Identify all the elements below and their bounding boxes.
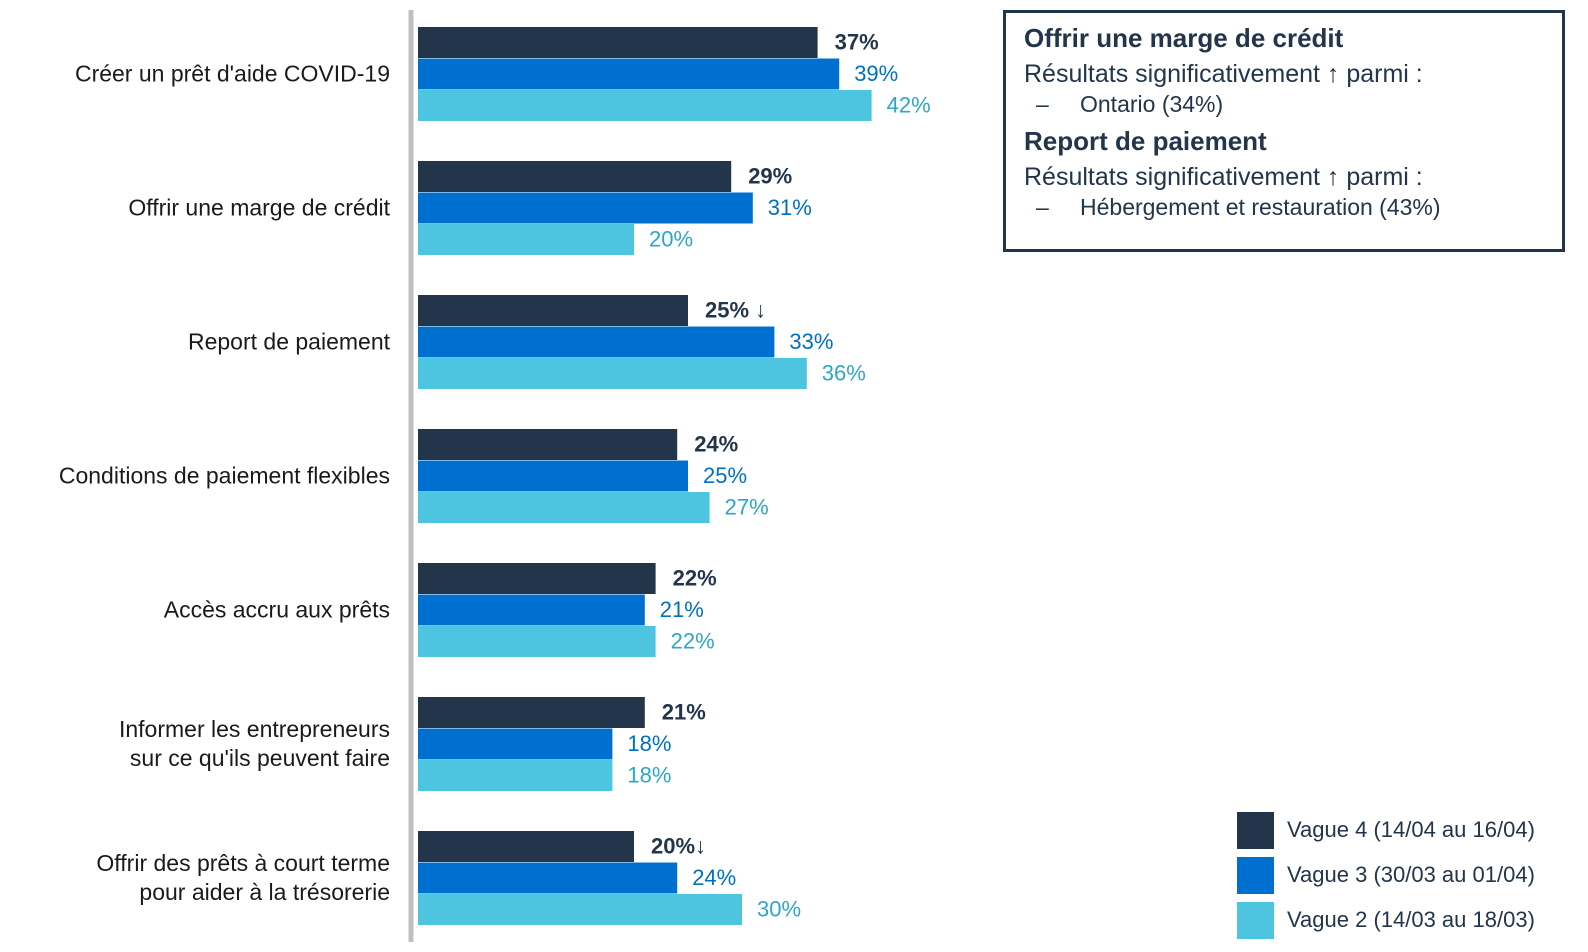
category-label: Conditions de paiement flexibles: [58, 462, 390, 489]
bar: [418, 224, 634, 255]
bar: [418, 831, 634, 862]
value-label: 18%: [627, 763, 671, 788]
category-label: Informer les entrepreneurs sur ce qu'ils…: [118, 716, 390, 772]
legend-label: Vague 4 (14/04 au 16/04): [1287, 817, 1535, 842]
category-label: Accès accru aux prêts: [163, 596, 390, 623]
value-label: 22%: [671, 629, 715, 654]
value-label: 39%: [854, 61, 898, 86]
note-item: Hébergement et restauration (43%): [1036, 194, 1562, 221]
value-label: 21%: [662, 700, 706, 725]
value-label: 20%↓: [651, 834, 706, 859]
bar: [418, 295, 688, 326]
note-subtitle: Résultats significativement ↑ parmi :: [1024, 163, 1423, 191]
bar: [418, 90, 872, 121]
bar: [418, 563, 656, 594]
bar: [418, 594, 645, 626]
category-label: Offrir une marge de crédit: [128, 194, 390, 221]
value-label: 27%: [725, 495, 769, 520]
value-label: 21%: [660, 597, 704, 622]
value-label: 25% ↓: [705, 298, 766, 323]
bar: [418, 326, 775, 358]
note-subtitle: Résultats significativement ↑ parmi :: [1024, 60, 1423, 88]
value-label: 33%: [789, 329, 833, 354]
value-label: 29%: [748, 164, 792, 189]
value-label: 20%: [649, 227, 693, 252]
category-label: Report de paiement: [187, 328, 390, 355]
bar: [418, 894, 742, 925]
bar: [418, 58, 840, 90]
bar: [418, 728, 613, 760]
value-label: 18%: [627, 731, 671, 756]
legend-label: Vague 2 (14/03 au 18/03): [1287, 907, 1535, 932]
bar: [418, 192, 753, 224]
legend-swatch: [1237, 857, 1274, 894]
bar: [418, 697, 645, 728]
legend-swatch: [1237, 902, 1274, 939]
value-label: 22%: [673, 566, 717, 591]
bar: [418, 358, 807, 389]
note-item: Ontario (34%): [1036, 91, 1562, 118]
bar: [418, 626, 656, 657]
bar: [418, 492, 710, 523]
legend-swatch: [1237, 812, 1274, 849]
bar: [418, 429, 678, 460]
value-label: 30%: [757, 897, 801, 922]
value-label: 36%: [822, 361, 866, 386]
bar: [418, 760, 613, 791]
category-label: Créer un prêt d'aide COVID-19: [74, 60, 390, 87]
bar: [418, 460, 688, 492]
note-box: Offrir une marge de crédit Résultats sign…: [1003, 10, 1565, 252]
value-label: 25%: [703, 463, 747, 488]
note-title: Report de paiement: [1024, 126, 1267, 156]
legend-label: Vague 3 (30/03 au 01/04): [1287, 862, 1535, 887]
value-label: 42%: [887, 93, 931, 118]
value-label: 24%: [692, 865, 736, 890]
note-title: Offrir une marge de crédit: [1024, 23, 1344, 53]
bar: [418, 161, 732, 192]
bar: [418, 862, 678, 894]
category-label: Offrir des prêts à court terme pour aide…: [96, 850, 390, 906]
value-label: 24%: [694, 432, 738, 457]
value-label: 37%: [835, 30, 879, 55]
value-label: 31%: [768, 195, 812, 220]
bar: [418, 27, 818, 58]
